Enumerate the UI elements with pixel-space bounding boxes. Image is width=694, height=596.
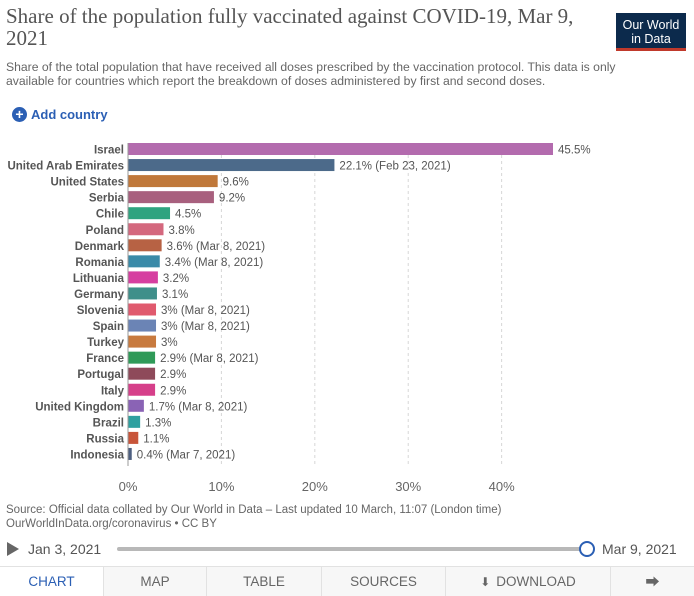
value-label: 3.6% (Mar 8, 2021)	[167, 241, 266, 253]
bar	[128, 399, 144, 412]
timeline-track[interactable]	[117, 547, 587, 551]
value-label: 1.1%	[143, 433, 169, 445]
bar	[128, 271, 158, 284]
x-tick-label: 0%	[119, 479, 138, 494]
owid-logo[interactable]: Our World in Data	[616, 13, 686, 51]
category-label: Chile	[96, 209, 124, 221]
source-line1: Source: Official data collated by Our Wo…	[6, 504, 502, 516]
bar	[128, 287, 157, 300]
category-label: Denmark	[75, 241, 125, 253]
category-label: Poland	[86, 225, 124, 237]
bar	[128, 319, 157, 332]
bar	[128, 239, 162, 252]
bar	[128, 223, 164, 236]
bar	[128, 431, 139, 444]
value-label: 3.8%	[168, 225, 194, 237]
x-tick-label: 20%	[302, 479, 328, 494]
bar-chart: 0% 10% 20% 30% 40% Israel 45.5% United Arab Emi…	[7, 143, 591, 494]
bar	[128, 335, 157, 348]
add-country-button[interactable]: + Add country	[12, 107, 108, 122]
bar	[128, 447, 132, 460]
x-tick-label: 30%	[395, 479, 421, 494]
value-label: 45.5%	[558, 145, 591, 157]
value-label: 3% (Mar 8, 2021)	[161, 321, 250, 333]
bar	[128, 303, 157, 316]
category-label: Lithuania	[73, 273, 125, 285]
value-label: 2.9%	[160, 369, 186, 381]
bar	[128, 351, 156, 364]
logo-line1: Our World	[622, 18, 680, 32]
category-label: Germany	[74, 289, 124, 301]
category-label: Israel	[94, 145, 124, 157]
timeline: Jan 3, 2021 Mar 9, 2021	[0, 538, 694, 560]
category-label: France	[86, 353, 124, 365]
tab-sources[interactable]: SOURCES	[321, 567, 445, 596]
tab-download[interactable]: ⬇ DOWNLOAD	[445, 567, 610, 596]
value-label: 3%	[161, 337, 178, 349]
plus-circle-icon: +	[12, 107, 27, 122]
value-label: 3.1%	[162, 289, 188, 301]
value-label: 9.6%	[223, 177, 249, 189]
bar	[128, 175, 218, 188]
category-label: Indonesia	[70, 449, 124, 461]
category-label: Spain	[93, 321, 124, 333]
value-label: 2.9%	[160, 385, 186, 397]
chart-title: Share of the population fully vaccinated…	[6, 4, 574, 50]
download-icon: ⬇	[480, 574, 491, 589]
tab-map[interactable]: MAP	[103, 567, 206, 596]
value-label: 1.7% (Mar 8, 2021)	[149, 401, 248, 413]
value-label: 1.3%	[145, 417, 171, 429]
bar	[128, 159, 335, 172]
value-label: 9.2%	[219, 193, 245, 205]
chart-subtitle: Share of the total population that have …	[6, 60, 616, 88]
category-label: Romania	[75, 257, 124, 269]
bar	[128, 415, 141, 428]
tab-sources-label: SOURCES	[350, 574, 417, 589]
bar	[128, 143, 553, 155]
tab-bar: CHART MAP TABLE SOURCES ⬇ DOWNLOAD ⮕	[0, 566, 694, 596]
bar	[128, 255, 160, 268]
logo-line2: in Data	[631, 32, 671, 46]
tab-table-label: TABLE	[243, 574, 285, 589]
tab-chart[interactable]: CHART	[0, 567, 103, 596]
category-label: Brazil	[93, 417, 124, 429]
timeline-handle[interactable]	[579, 541, 595, 557]
value-label: 22.1% (Feb 23, 2021)	[339, 161, 450, 173]
category-label: United Arab Emirates	[7, 161, 124, 173]
value-label: 2.9% (Mar 8, 2021)	[160, 353, 259, 365]
category-label: Serbia	[89, 193, 125, 205]
category-label: United Kingdom	[35, 401, 124, 413]
category-label: Slovenia	[77, 305, 125, 317]
bar	[128, 207, 171, 220]
bar	[128, 383, 156, 396]
value-label: 3% (Mar 8, 2021)	[161, 305, 250, 317]
play-icon[interactable]	[7, 542, 19, 556]
value-label: 4.5%	[175, 209, 201, 221]
timeline-end-label: Mar 9, 2021	[602, 541, 677, 557]
category-label: Italy	[101, 385, 125, 397]
add-country-label: Add country	[31, 107, 108, 122]
category-label: Portugal	[77, 369, 124, 381]
tab-chart-label: CHART	[28, 574, 75, 589]
share-icon: ⮕	[645, 573, 660, 590]
category-label: Turkey	[87, 337, 124, 349]
value-label: 0.4% (Mar 7, 2021)	[137, 449, 236, 461]
x-tick-label: 10%	[208, 479, 234, 494]
value-label: 3.2%	[163, 273, 189, 285]
tab-download-label: DOWNLOAD	[496, 574, 576, 589]
x-tick-label: 40%	[489, 479, 515, 494]
tab-map-label: MAP	[140, 574, 170, 589]
category-label: Russia	[86, 433, 124, 445]
value-label: 3.4% (Mar 8, 2021)	[165, 257, 264, 269]
bar	[128, 191, 214, 204]
timeline-start-label: Jan 3, 2021	[28, 541, 102, 557]
tab-table[interactable]: TABLE	[206, 567, 321, 596]
source-line2: OurWorldInData.org/coronavirus • CC BY	[6, 518, 217, 530]
source-note: Source: Official data collated by Our Wo…	[6, 503, 686, 531]
bar	[128, 367, 156, 380]
category-label: United States	[51, 177, 125, 189]
share-button[interactable]: ⮕	[610, 567, 694, 596]
